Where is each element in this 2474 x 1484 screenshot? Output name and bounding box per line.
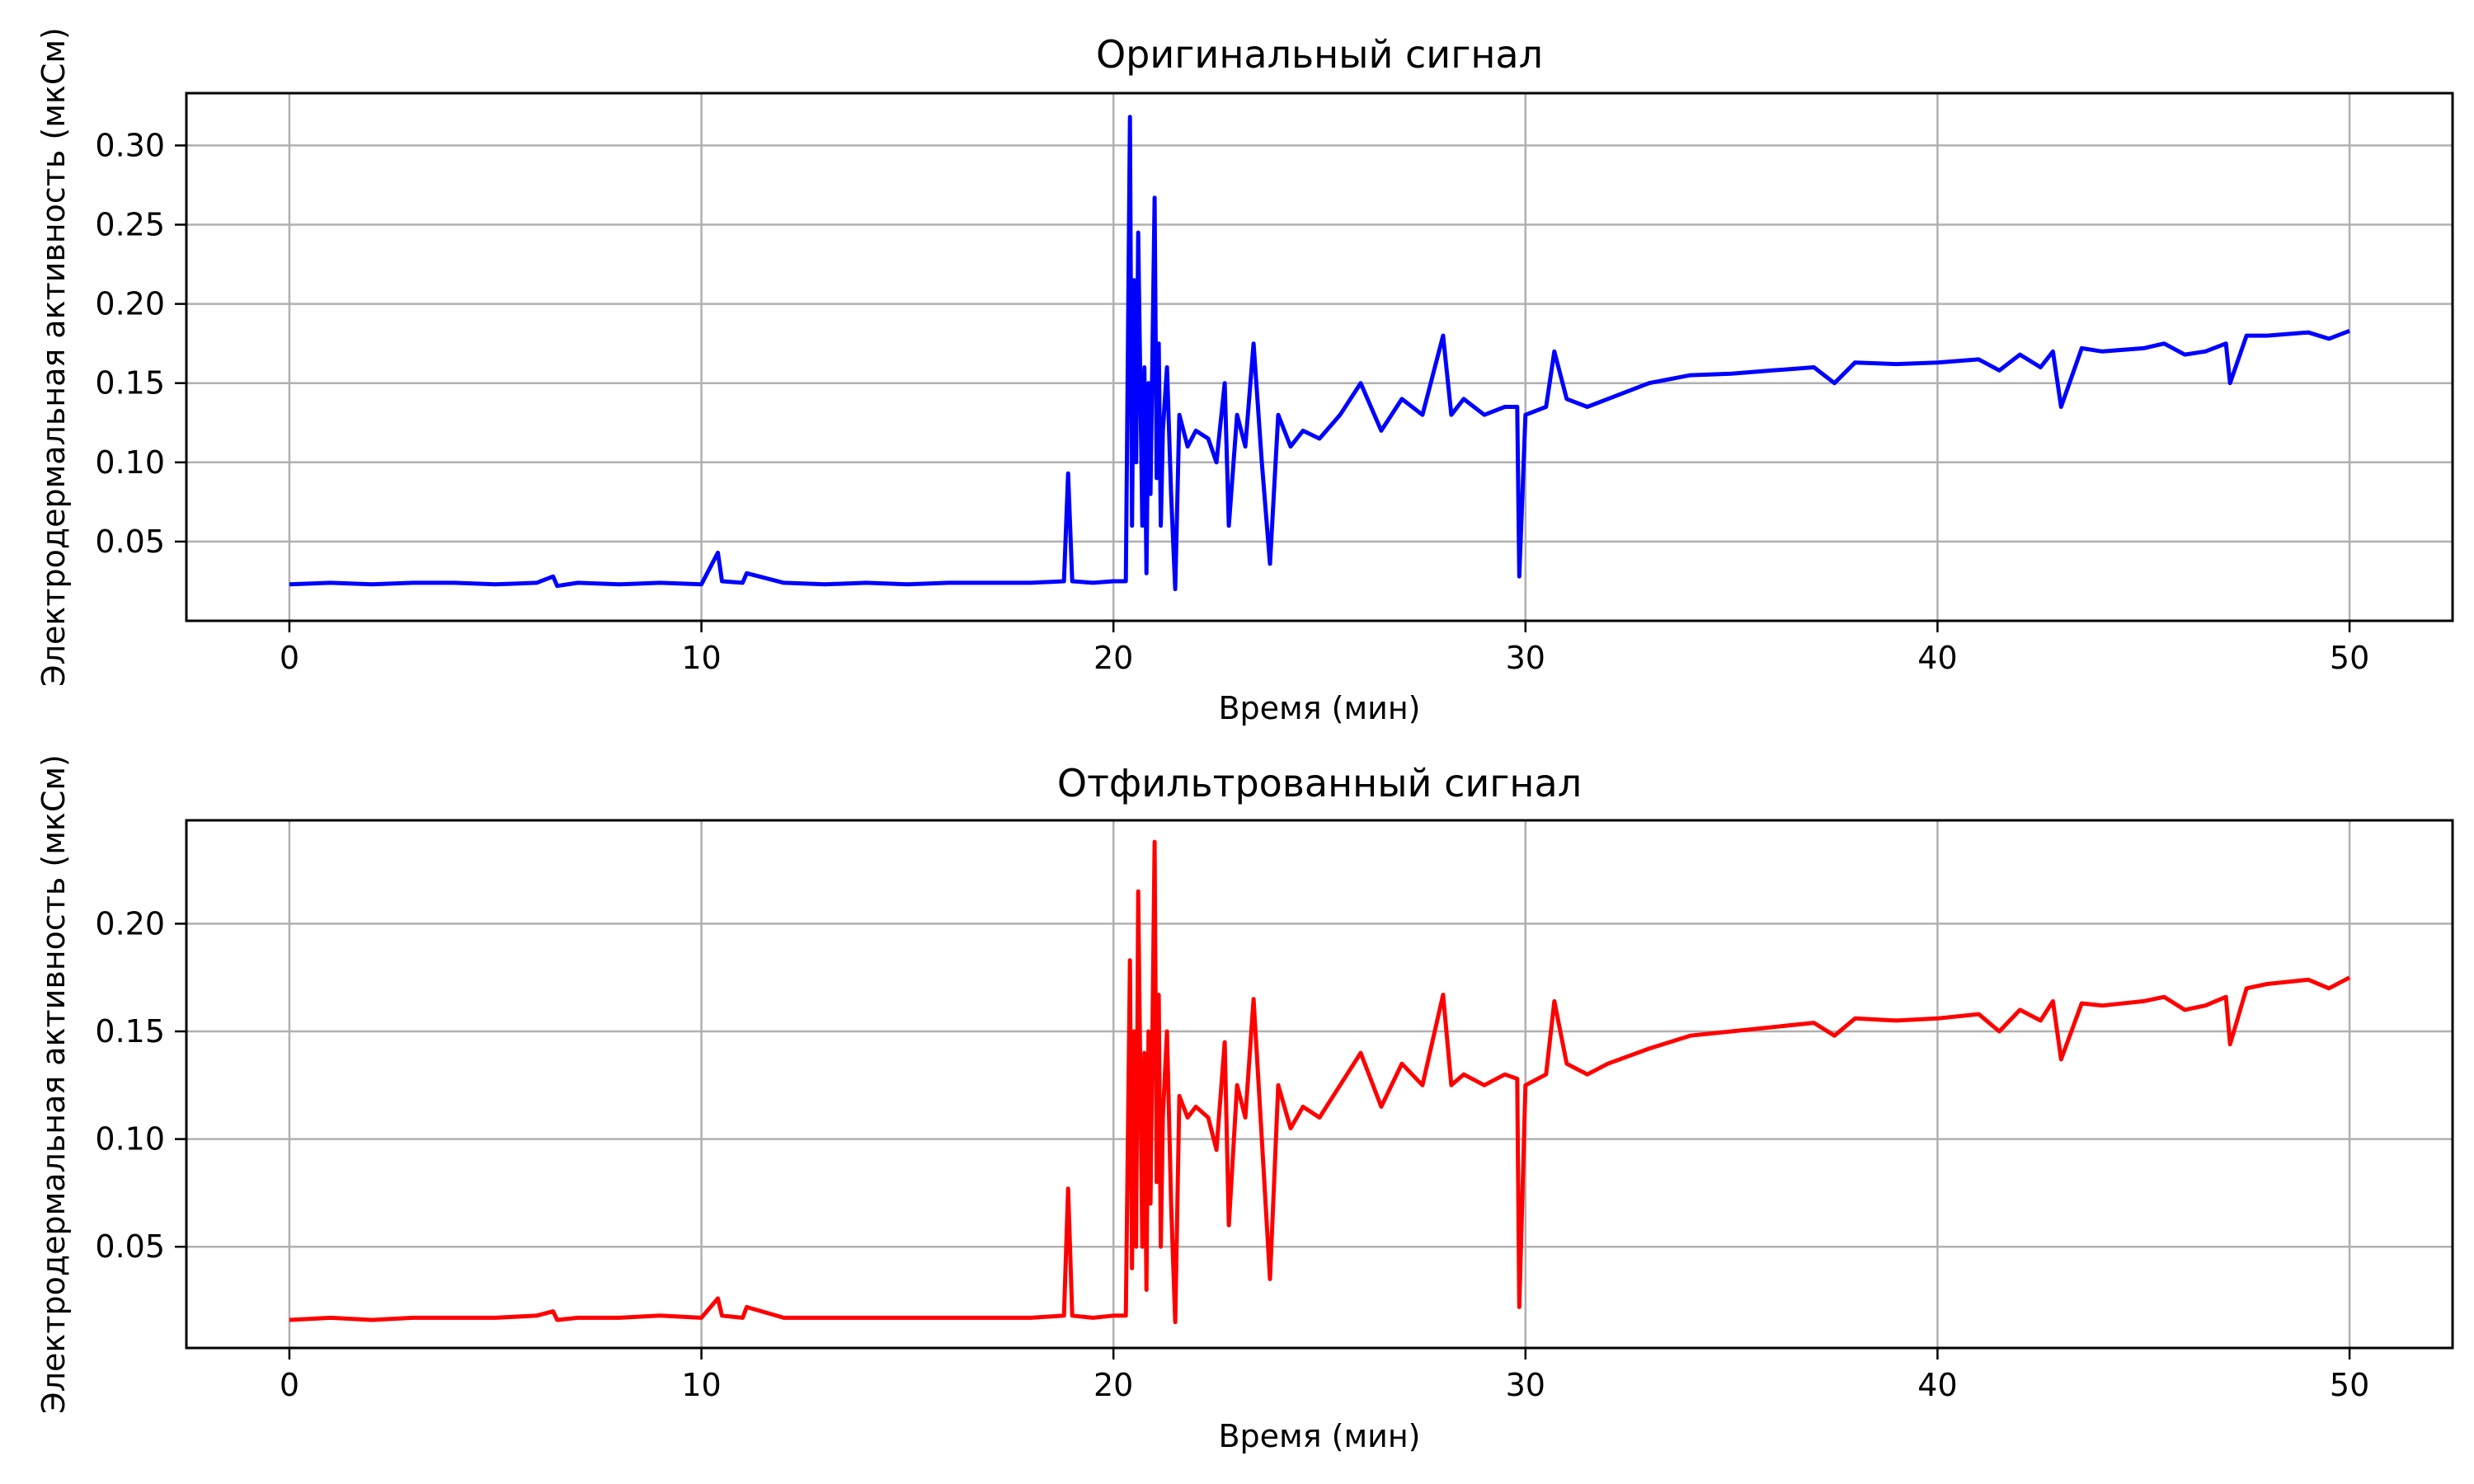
x-tick-label-filtered: 40 [1917, 1367, 1957, 1403]
x-tick-label-original: 0 [280, 640, 299, 676]
chart-filtered: Отфильтрованный сигнал 0 10 20 30 40 50 0.050… [35, 754, 2454, 1454]
plot-frame-filtered [185, 819, 2454, 1350]
x-tick-label-filtered: 30 [1506, 1367, 1545, 1403]
y-tick-label-original: 0.10 [95, 444, 165, 481]
x-tick-label-filtered: 50 [2330, 1367, 2369, 1403]
y-tick-label-original: 0.15 [95, 365, 165, 402]
x-axis-label-original: Время (мин) [1218, 690, 1420, 726]
x-tick-label-original: 50 [2330, 640, 2369, 676]
y-tick-label-filtered: 0.05 [95, 1228, 165, 1265]
plot-frame-original [185, 92, 2454, 622]
x-ticks-original: 0 10 20 30 40 50 [280, 621, 2369, 676]
y-tick-label-filtered: 0.10 [95, 1121, 165, 1158]
y-tick-label-original: 0.05 [95, 524, 165, 560]
y-tick-label-filtered: 0.20 [95, 905, 165, 942]
y-ticks-filtered: 0.05 0.10 0.15 0.20 [95, 905, 186, 1265]
y-tick-label-original: 0.20 [95, 286, 165, 322]
chart-original: Оригинальный сигнал 0 10 20 30 40 50 0.05 0.10… [35, 27, 2454, 726]
x-tick-label-filtered: 10 [681, 1367, 721, 1403]
x-tick-label-filtered: 0 [280, 1367, 299, 1403]
y-tick-label-original: 0.30 [95, 127, 165, 163]
x-tick-label-original: 40 [1917, 640, 1957, 676]
y-axis-label-filtered: Электродермальная активность (мкСм) [35, 754, 72, 1414]
x-tick-label-original: 20 [1094, 640, 1133, 676]
grid-original [186, 93, 2453, 621]
series-line-original [289, 115, 2350, 592]
grid-filtered [186, 820, 2453, 1348]
chart-title-original: Оригинальный сигнал [1096, 32, 1543, 77]
x-ticks-filtered: 0 10 20 30 40 50 [280, 1348, 2369, 1403]
chart-title-filtered: Отфильтрованный сигнал [1057, 761, 1582, 805]
y-ticks-original: 0.05 0.10 0.15 0.20 0.25 0.30 [95, 127, 186, 560]
x-tick-label-original: 30 [1506, 640, 1545, 676]
y-axis-label-original: Электродермальная активность (мкСм) [35, 27, 72, 687]
x-axis-label-filtered: Время (мин) [1218, 1418, 1420, 1454]
series-line-filtered [289, 839, 2351, 1325]
y-tick-label-original: 0.25 [95, 207, 165, 243]
y-tick-label-filtered: 0.15 [95, 1013, 165, 1050]
x-tick-label-filtered: 20 [1094, 1367, 1133, 1403]
x-tick-label-original: 10 [681, 640, 721, 676]
